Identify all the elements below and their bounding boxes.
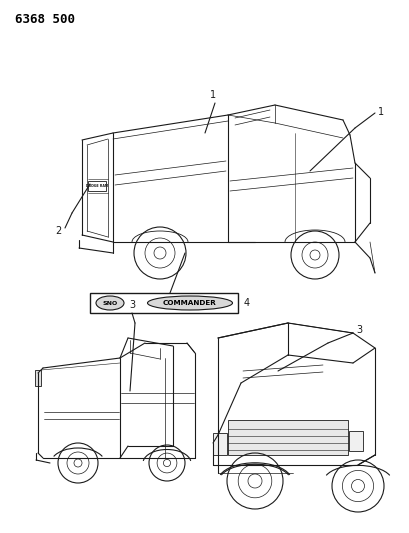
Text: 2: 2	[56, 226, 62, 236]
Bar	[213, 433, 227, 455]
Text: 1: 1	[377, 107, 383, 117]
Bar	[227, 420, 347, 455]
Text: 3: 3	[128, 300, 135, 310]
Text: 6368 500: 6368 500	[15, 13, 75, 26]
Ellipse shape	[96, 296, 124, 310]
Text: COMMANDER: COMMANDER	[163, 300, 216, 306]
Bar	[88, 181, 106, 191]
Bar	[90, 293, 237, 313]
Bar	[348, 431, 362, 451]
Ellipse shape	[147, 296, 232, 310]
Bar	[35, 370, 41, 386]
Text: 3: 3	[355, 325, 361, 335]
Text: 1: 1	[209, 90, 216, 100]
Text: DODGE RAM: DODGE RAM	[86, 184, 108, 188]
Text: 4: 4	[243, 298, 249, 308]
Text: SNO: SNO	[102, 301, 117, 305]
